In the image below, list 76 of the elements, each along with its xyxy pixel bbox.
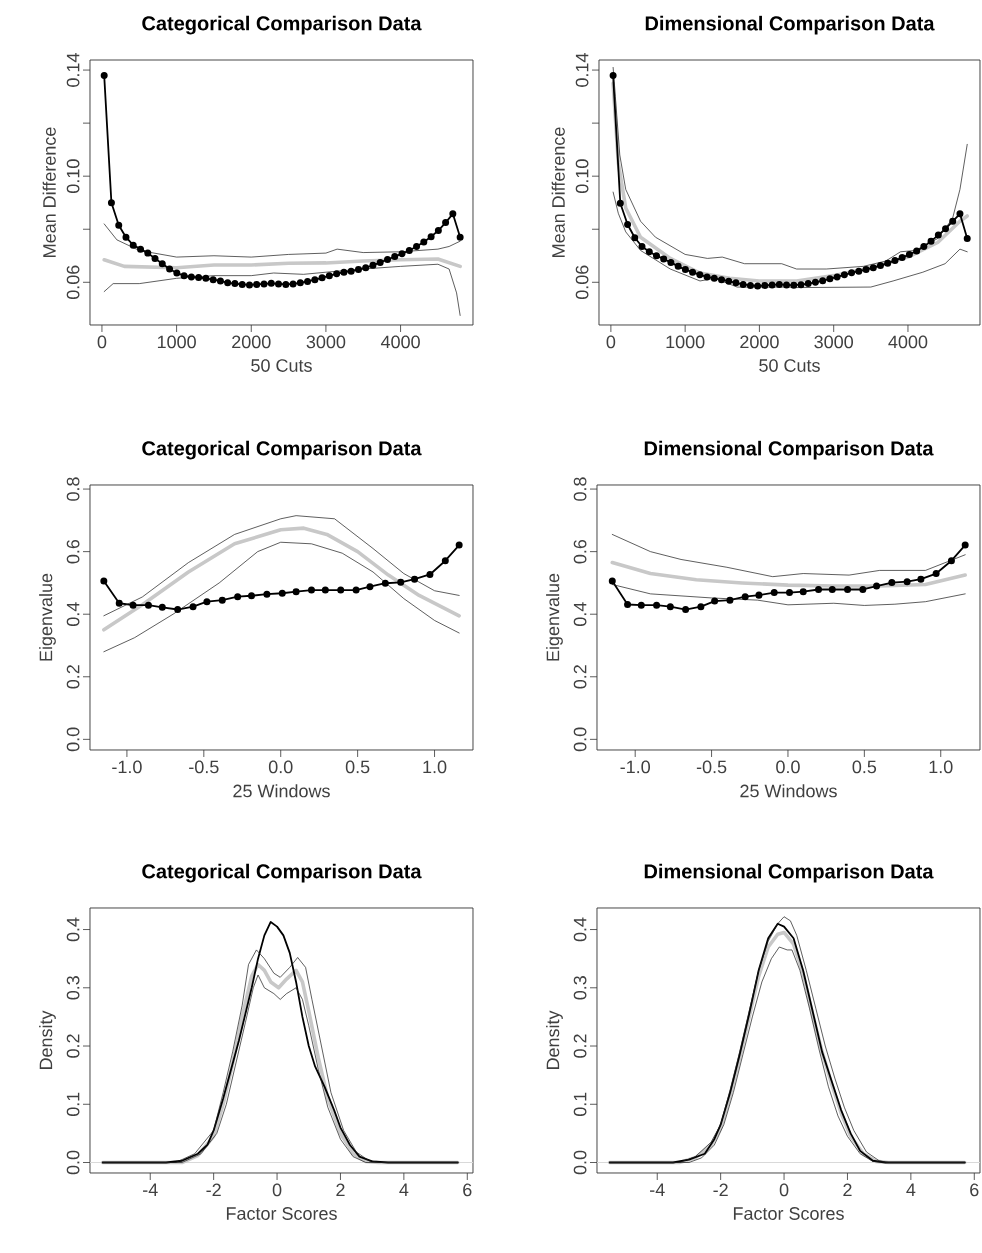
y-tick-label: 0.4 bbox=[573, 917, 587, 942]
y-axis-title: Density bbox=[546, 1010, 563, 1070]
x-tick-label: 2 bbox=[336, 1183, 345, 1197]
x-tick-label: 0 bbox=[606, 335, 616, 349]
y-tick-label: 0.0 bbox=[573, 1150, 587, 1175]
x-tick-label: 3000 bbox=[814, 335, 854, 349]
y-axis-title: Mean Difference bbox=[551, 127, 565, 257]
y-tick-label: 0.0 bbox=[66, 1150, 80, 1175]
y-tick-label: 0.06 bbox=[66, 265, 80, 300]
x-tick-label: -1.0 bbox=[112, 760, 142, 774]
x-axis-title: Factor Scores bbox=[226, 1207, 337, 1220]
y-axis-title: Eigenvalue bbox=[546, 573, 563, 661]
y-tick-label: 0.0 bbox=[66, 727, 80, 752]
chart-title: Categorical Comparison Data bbox=[142, 15, 422, 35]
y-tick-label: 0.4 bbox=[573, 602, 587, 627]
y-axis-title: Density bbox=[39, 1010, 56, 1070]
x-tick-label: -1.0 bbox=[620, 760, 650, 774]
x-tick-label: 0 bbox=[97, 335, 107, 349]
y-tick-label: 0.2 bbox=[573, 665, 587, 689]
y-tick-label: 0.4 bbox=[66, 917, 80, 942]
chart-title: Dimensional Comparison Data bbox=[645, 15, 935, 35]
y-tick-label: 0.1 bbox=[66, 1092, 80, 1117]
x-axis-title: 50 Cuts bbox=[759, 359, 820, 372]
x-tick-label: 4 bbox=[906, 1183, 916, 1196]
chart-title: Categorical Comparison Data bbox=[142, 863, 422, 883]
x-tick-label: 1000 bbox=[157, 335, 196, 349]
y-tick-label: 0.3 bbox=[573, 976, 587, 1000]
x-tick-label: 0.5 bbox=[852, 760, 877, 774]
x-tick-label: 0 bbox=[779, 1183, 789, 1197]
y-tick-label: 0.2 bbox=[66, 1034, 80, 1058]
y-tick-label: 0.1 bbox=[573, 1092, 587, 1117]
y-axis-title: Eigenvalue bbox=[39, 573, 56, 661]
x-tick-label: 4 bbox=[399, 1183, 409, 1196]
x-tick-label: 1.0 bbox=[423, 760, 447, 774]
x-tick-label: -2 bbox=[713, 1183, 728, 1197]
y-tick-label: 0.6 bbox=[573, 539, 587, 564]
y-tick-label: 0.3 bbox=[66, 976, 80, 1000]
chart-title: Categorical Comparison Data bbox=[142, 440, 422, 460]
x-tick-label: 6 bbox=[970, 1183, 979, 1197]
y-tick-label: 0.8 bbox=[66, 477, 80, 501]
y-tick-label: 0.8 bbox=[573, 477, 587, 501]
y-tick-label: 0.0 bbox=[573, 727, 587, 752]
x-tick-label: 0.0 bbox=[268, 760, 293, 774]
x-tick-label: -2 bbox=[206, 1183, 221, 1197]
y-tick-label: 0.14 bbox=[66, 53, 80, 87]
y-tick-label: 0.4 bbox=[66, 602, 80, 627]
x-tick-label: 0.5 bbox=[345, 760, 370, 774]
y-tick-label: 0.10 bbox=[66, 159, 80, 193]
x-tick-label: -4 bbox=[650, 1183, 665, 1196]
y-tick-label: 0.2 bbox=[66, 665, 80, 689]
x-axis-title: 25 Windows bbox=[233, 784, 330, 798]
x-axis-title: 25 Windows bbox=[740, 784, 837, 798]
x-tick-label: 0 bbox=[272, 1183, 282, 1197]
x-tick-label: 3000 bbox=[306, 335, 346, 349]
x-tick-label: 6 bbox=[463, 1183, 472, 1197]
x-tick-label: 0.0 bbox=[776, 760, 800, 774]
x-tick-label: 1000 bbox=[666, 335, 705, 349]
x-tick-label: -4 bbox=[143, 1183, 158, 1196]
y-tick-label: 0.2 bbox=[573, 1034, 587, 1058]
chart-title: Dimensional Comparison Data bbox=[644, 863, 934, 883]
x-tick-label: 4000 bbox=[380, 335, 420, 349]
x-tick-label: 2000 bbox=[232, 335, 271, 349]
x-tick-label: -0.5 bbox=[189, 760, 219, 774]
y-tick-label: 0.6 bbox=[66, 539, 80, 564]
chart-title: Dimensional Comparison Data bbox=[644, 440, 934, 460]
y-axis-title: Mean Difference bbox=[42, 127, 56, 257]
x-tick-label: 4000 bbox=[888, 335, 928, 349]
x-tick-label: -0.5 bbox=[696, 760, 727, 774]
x-tick-label: 2 bbox=[843, 1183, 852, 1197]
x-tick-label: 1.0 bbox=[929, 760, 953, 774]
y-tick-label: 0.10 bbox=[575, 159, 589, 193]
x-tick-label: 2000 bbox=[740, 335, 779, 349]
y-tick-label: 0.14 bbox=[575, 53, 589, 87]
x-axis-title: Factor Scores bbox=[733, 1207, 844, 1220]
y-tick-label: 0.06 bbox=[575, 265, 589, 300]
x-axis-title: 50 Cuts bbox=[251, 359, 312, 372]
